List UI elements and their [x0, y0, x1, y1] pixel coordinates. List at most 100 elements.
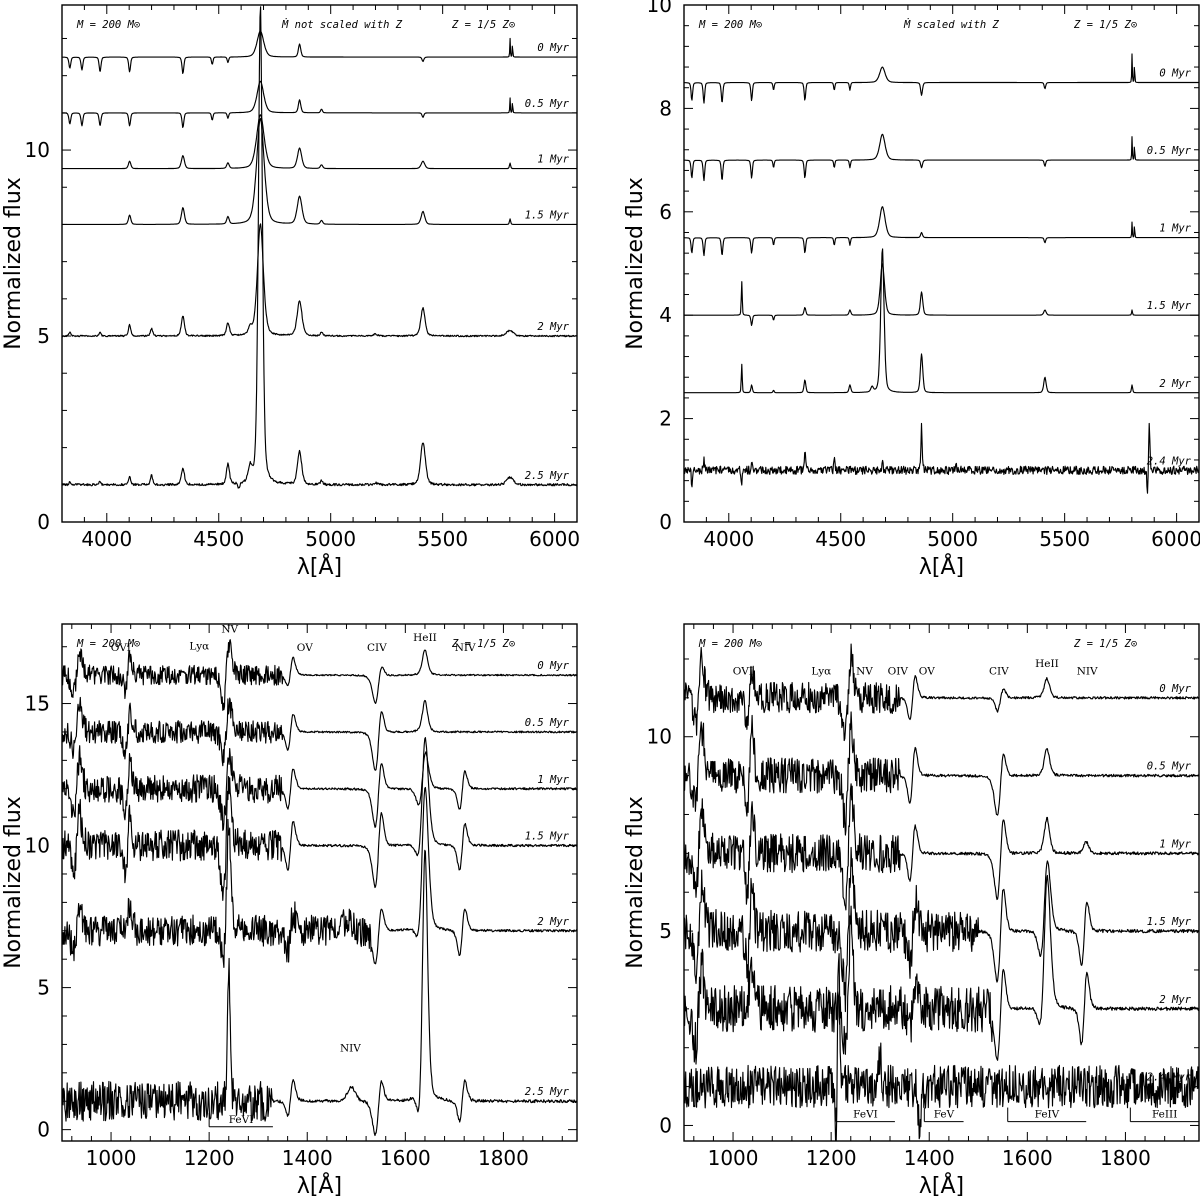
line-id-lyα: Lyα — [811, 666, 831, 678]
x-axis-label: λ[Å] — [297, 1172, 342, 1199]
spectrum-1Myr-myr — [62, 114, 577, 170]
line-id-niv: NIV — [340, 1043, 361, 1055]
line-id-heii: HeII — [413, 632, 437, 644]
x-tick-label: 4500 — [815, 527, 866, 551]
fe-range-label: FeVI — [853, 1109, 878, 1121]
spectra-group — [62, 6, 577, 489]
x-axis-label: λ[Å] — [919, 553, 964, 580]
x-tick-label: 4000 — [703, 527, 754, 551]
age-label: 2.4 Myr — [1147, 1072, 1192, 1084]
age-label: 0.5 Myr — [525, 98, 570, 110]
header-mass: M = 200 M⊙ — [76, 19, 140, 31]
y-tick-label: 0 — [659, 510, 672, 534]
line-id-ovi: OVI — [111, 642, 131, 654]
y-axis-label: Normalized flux — [623, 177, 648, 350]
line-id-ov: OV — [297, 642, 313, 654]
panel-bottom-right: 1000 1200 1400 1600 1800 0 5 10 λ[Å] Normalized f… — [623, 623, 1200, 1199]
age-label: 2 Myr — [1159, 378, 1191, 390]
spectrum-0Myr-myr — [684, 643, 1199, 742]
spectrum-0Myr-myr — [684, 53, 1199, 104]
header-metallicity: Z = 1/5 Z⊙ — [1073, 638, 1137, 650]
x-tick-label: 1200 — [806, 1146, 857, 1170]
y-tick-label: 10 — [647, 725, 672, 749]
spectrum-2Myr-myr — [684, 874, 1199, 1065]
header-metallicity: Z = 1/5 Z⊙ — [451, 638, 515, 650]
age-label: 0.5 Myr — [1147, 761, 1192, 773]
x-tick-label: 4500 — [193, 527, 244, 551]
x-tick-label: 1800 — [478, 1146, 529, 1170]
x-tick-label: 5500 — [417, 527, 468, 551]
age-label: 0 Myr — [537, 42, 569, 54]
header-mdot: Ṁ not scaled with Z — [281, 18, 403, 31]
age-label: 0.5 Myr — [525, 717, 570, 729]
age-label: 1.5 Myr — [525, 209, 570, 221]
y-tick-label: 0 — [37, 510, 50, 534]
header-mass: M = 200 M⊙ — [698, 638, 762, 650]
y-tick-label: 15 — [25, 692, 50, 716]
fe-range-label: FeV — [934, 1109, 955, 1121]
age-label: 1 Myr — [537, 154, 569, 166]
age-label: 2.5 Myr — [525, 1086, 570, 1098]
age-label: 1 Myr — [537, 774, 569, 786]
y-tick-label: 0 — [659, 1113, 672, 1137]
header-mdot: Ṁ scaled with Z — [903, 18, 1000, 31]
y-tick-label: 4 — [659, 303, 672, 327]
spectrum-1-5Myr-myr — [62, 117, 577, 225]
age-label: 2.4 Myr — [1147, 455, 1192, 467]
age-label: 0 Myr — [1159, 68, 1191, 80]
x-tick-label: 1200 — [184, 1146, 235, 1170]
age-label: 1.5 Myr — [525, 831, 570, 843]
line-id-nv: NV — [221, 624, 238, 636]
spectrum-1-5Myr-myr — [684, 263, 1199, 326]
line-id-lyα: Lyα — [189, 641, 209, 653]
y-tick-label: 8 — [659, 96, 672, 120]
y-tick-label: 2 — [659, 407, 672, 431]
spectrum-0Myr-myr — [62, 639, 577, 711]
spectra-group — [62, 639, 577, 1137]
spectrum-0-5Myr-myr — [684, 711, 1199, 836]
y-tick-label: 0 — [37, 1118, 50, 1142]
spectrum-2Myr-myr — [62, 223, 577, 338]
x-tick-label: 1000 — [86, 1146, 137, 1170]
plot-frame — [683, 4, 1200, 523]
age-label: 0 Myr — [1159, 683, 1191, 695]
plot-frame — [683, 623, 1200, 1142]
age-label: 1.5 Myr — [1147, 916, 1192, 928]
spectrum-1Myr-myr — [684, 783, 1199, 911]
spectrum-2Myr-myr — [684, 248, 1199, 394]
line-id-nv: NV — [856, 666, 873, 678]
plot-frame — [61, 623, 578, 1142]
spectrum-2-5Myr-myr — [62, 6, 577, 489]
x-axis-label: λ[Å] — [919, 1172, 964, 1199]
age-label: 1 Myr — [1159, 838, 1191, 850]
panel-bottom-left: 1000 1200 1400 1600 1800 0 5 10 15 λ[Å] Normalized… — [1, 623, 578, 1199]
header-metallicity: Z = 1/5 Z⊙ — [451, 19, 515, 31]
panel-top-right: 4000 4500 5000 5500 6000 0 2 4 6 8 10 λ[Å] Normalize… — [623, 0, 1200, 580]
x-tick-label: 4000 — [81, 527, 132, 551]
spectrum-1Myr-myr — [684, 206, 1199, 257]
age-label: 2 Myr — [1159, 994, 1191, 1006]
x-tick-label: 1800 — [1100, 1146, 1151, 1170]
header-metallicity: Z = 1/5 Z⊙ — [1073, 19, 1137, 31]
x-tick-label: 5500 — [1039, 527, 1090, 551]
y-tick-label: 5 — [37, 976, 50, 1000]
y-tick-label: 10 — [25, 138, 50, 162]
y-tick-label: 5 — [37, 324, 50, 348]
spectrum-0-5Myr-myr — [62, 80, 577, 128]
spectrum-0Myr-myr — [62, 30, 577, 74]
spectrum-2-5Myr-myr — [62, 849, 577, 1137]
header-mass: M = 200 M⊙ — [698, 19, 762, 31]
y-tick-label: 10 — [647, 0, 672, 17]
x-axis-label: λ[Å] — [297, 553, 342, 580]
x-tick-label: 1400 — [282, 1146, 333, 1170]
fe-range-label: FeVI — [229, 1114, 254, 1126]
line-id-civ: CIV — [989, 666, 1009, 678]
spectrum-2Myr-myr — [62, 786, 577, 968]
fe-range-label: FeIV — [1035, 1109, 1060, 1121]
x-tick-label: 6000 — [1151, 527, 1200, 551]
line-id-niv: NIV — [455, 642, 476, 654]
line-id-oiv: OIV — [888, 666, 909, 678]
fe-range-label: FeIII — [1152, 1109, 1177, 1121]
x-tick-label: 5000 — [305, 527, 356, 551]
x-tick-label: 1600 — [1002, 1146, 1053, 1170]
